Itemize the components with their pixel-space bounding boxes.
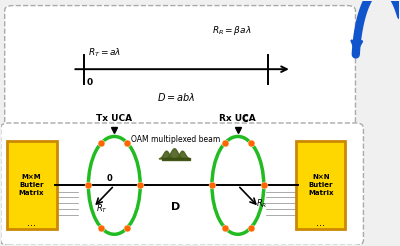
Text: M×M
Butler
Matrix: M×M Butler Matrix bbox=[19, 174, 44, 196]
FancyBboxPatch shape bbox=[7, 141, 56, 230]
Text: ...: ... bbox=[316, 218, 325, 228]
Text: $R_R = \beta a\lambda$: $R_R = \beta a\lambda$ bbox=[212, 24, 252, 37]
Text: C: C bbox=[242, 115, 248, 124]
Text: ...: ... bbox=[27, 218, 36, 228]
Text: $D = ab\lambda$: $D = ab\lambda$ bbox=[157, 91, 195, 103]
Text: OAM multiplexed beam: OAM multiplexed beam bbox=[132, 135, 221, 144]
Text: 0: 0 bbox=[86, 78, 92, 87]
FancyBboxPatch shape bbox=[5, 6, 356, 128]
Text: N×N
Butler
Matrix: N×N Butler Matrix bbox=[308, 174, 334, 196]
Text: $R_R$: $R_R$ bbox=[256, 198, 267, 210]
Text: 0: 0 bbox=[107, 174, 113, 183]
Text: Tx UCA: Tx UCA bbox=[96, 114, 132, 123]
FancyBboxPatch shape bbox=[1, 123, 364, 245]
FancyBboxPatch shape bbox=[296, 141, 346, 230]
Text: $R_T$: $R_T$ bbox=[96, 202, 107, 215]
Text: Rx UCA: Rx UCA bbox=[220, 114, 256, 123]
Text: D: D bbox=[172, 202, 181, 213]
Text: $R_T = a\lambda$: $R_T = a\lambda$ bbox=[88, 47, 122, 59]
